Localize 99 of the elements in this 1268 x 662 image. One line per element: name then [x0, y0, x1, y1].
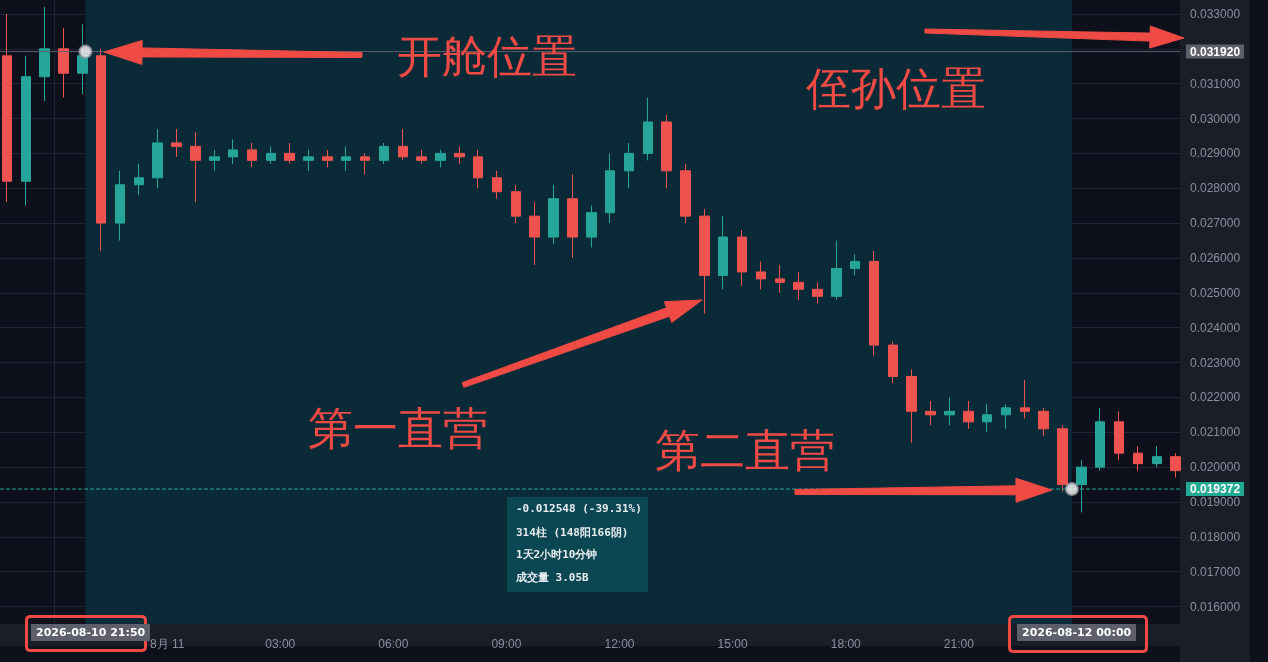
y-tick-label: 0.025000: [1190, 285, 1241, 300]
y-tick-label: 0.021000: [1190, 425, 1241, 440]
ref-line-label: 0.031920: [1190, 44, 1241, 59]
candlestick: [171, 128, 182, 158]
y-tick-label: 0.023000: [1190, 355, 1241, 370]
candlestick: [435, 149, 446, 168]
candlestick: [869, 250, 879, 357]
candlestick: [1114, 410, 1124, 461]
y-tick-label: 0.024000: [1190, 320, 1241, 335]
y-tick-label: 0.022000: [1190, 390, 1241, 405]
annotation: 成交量 3.05B: [516, 571, 589, 585]
candlestick: [379, 142, 389, 165]
x-tick-label: 21:00: [943, 637, 975, 651]
candlestick: [360, 152, 370, 175]
candlestick: [567, 173, 578, 259]
candlestick: [944, 396, 955, 426]
candlestick: [511, 184, 521, 224]
annotation: 1天2小时10分钟: [516, 548, 598, 562]
candlestick: [1095, 407, 1105, 472]
candlestick: [775, 264, 785, 294]
candlestick: [58, 27, 69, 99]
y-tick-label: 0.026000: [1190, 250, 1241, 265]
candlestick: [398, 128, 408, 161]
candlestick: [737, 229, 747, 287]
y-tick-label: 0.033000: [1190, 6, 1241, 21]
candlestick: [473, 149, 483, 189]
candlestick: [1133, 445, 1143, 472]
y-tick-label: 0.018000: [1190, 529, 1241, 544]
candlestick: [152, 128, 163, 189]
y-tick-label: 0.016000: [1190, 599, 1241, 614]
candlestick: [793, 271, 804, 301]
candlestick: [1020, 379, 1030, 419]
candlestick: [888, 341, 898, 384]
candlestick: [77, 23, 88, 95]
y-tick-label: 0.029000: [1190, 146, 1241, 161]
y-tick-label: 0.031000: [1190, 76, 1241, 91]
candlestick: [548, 184, 559, 245]
candlestick: [906, 369, 917, 444]
candlestick: [228, 138, 238, 165]
candlestick: [680, 163, 691, 224]
candlestick: [209, 149, 220, 172]
candlestick: [266, 145, 276, 165]
candlestick: [605, 152, 615, 224]
candlestick: [756, 260, 766, 290]
candlestick: [454, 145, 465, 165]
candlestick: [115, 170, 125, 242]
candlestick: [341, 145, 351, 172]
candlestick: [982, 403, 992, 433]
candlestick: [1170, 452, 1181, 479]
candlestick: [699, 208, 710, 315]
x-tick-label: 03:00: [265, 637, 296, 651]
candlestick: [850, 253, 860, 276]
candlestick: [190, 131, 201, 203]
x-tick-label: 18:00: [830, 637, 862, 651]
annotation: 第二直营: [655, 424, 835, 478]
candlestick: [39, 6, 50, 102]
text: 2026-08-10 21:50: [31, 624, 151, 642]
y-tick-label: 0.028000: [1190, 181, 1241, 196]
annotation: 侄孙位置: [806, 62, 986, 116]
candlestick: [661, 114, 672, 189]
candlestick: [586, 205, 597, 249]
x-tick-label: 06:00: [378, 637, 409, 651]
y-tick-label: 0.027000: [1190, 216, 1241, 231]
candlestick: [1001, 403, 1011, 430]
y-tick-label: 0.017000: [1190, 564, 1241, 579]
candlestick: [718, 215, 728, 290]
candlestick: [812, 281, 823, 304]
ref-line-label: 0.019372: [1190, 482, 1241, 497]
candlestick: [284, 142, 295, 165]
candlestick: [21, 55, 31, 207]
x-tick-label: 8月 11: [149, 637, 185, 651]
x-tick-label: 09:00: [491, 637, 522, 651]
y-tick-label: 0.019000: [1190, 494, 1241, 509]
annotation: 开舱位置: [397, 30, 577, 84]
candlestick: [2, 13, 12, 203]
candlestick: [963, 400, 974, 430]
candlestick: [925, 400, 936, 426]
x-tick-label: 12:00: [604, 637, 635, 651]
candlestick: [303, 149, 314, 172]
candlestick: [1057, 424, 1068, 493]
text: 2026-08-12 00:00: [1017, 624, 1137, 642]
candlestick: [416, 149, 427, 165]
annotation: -0.012548 (-39.31%): [516, 502, 642, 516]
y-tick-label: 0.030000: [1190, 111, 1241, 126]
candlestick: [529, 201, 540, 266]
candlestick: [134, 163, 144, 196]
candlestick: [624, 142, 634, 189]
candlestick: [322, 149, 333, 168]
candlestick: [831, 240, 842, 301]
candlestick: [1152, 445, 1162, 468]
candlestick: [247, 142, 257, 168]
candlestick: [1038, 407, 1049, 437]
x-tick-label: 15:00: [717, 637, 748, 651]
candlestick: [643, 97, 653, 161]
y-tick-label: 0.020000: [1190, 460, 1241, 475]
candlestick: [96, 48, 106, 252]
annotation: 314柱 (148阳166阴): [516, 526, 629, 540]
annotation: 第一直营: [308, 402, 488, 456]
candlestick: [492, 170, 502, 200]
